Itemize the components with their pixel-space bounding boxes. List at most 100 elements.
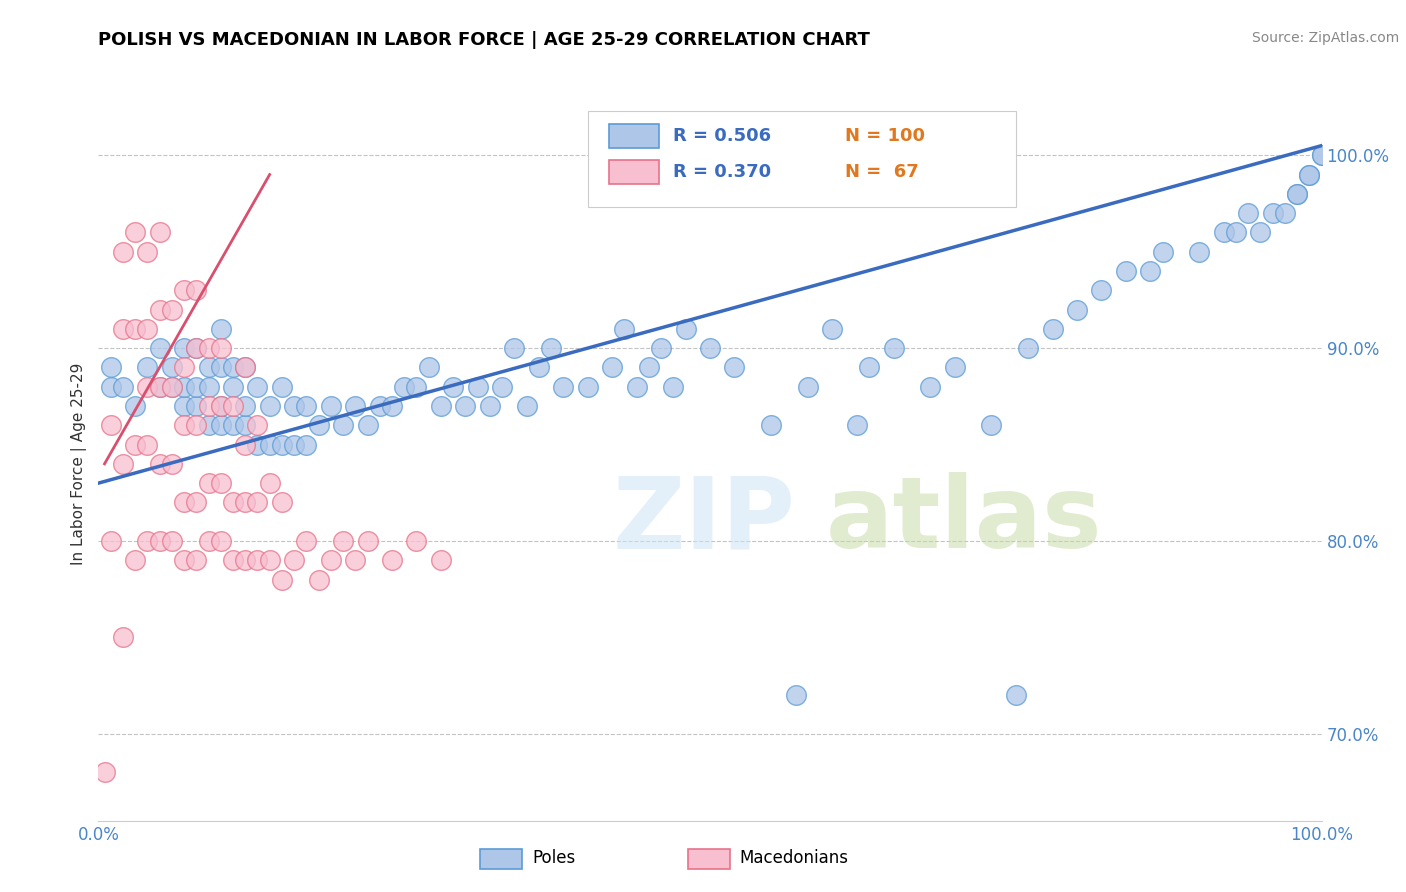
Point <box>173 283 195 297</box>
Point <box>1225 226 1247 240</box>
Point <box>149 457 172 471</box>
Point <box>1249 226 1271 240</box>
Point <box>1212 226 1234 240</box>
Point <box>173 553 195 567</box>
Point <box>356 418 378 433</box>
FancyBboxPatch shape <box>588 111 1015 207</box>
Point <box>100 418 122 433</box>
Point <box>1188 244 1211 259</box>
Point <box>319 399 342 413</box>
Point <box>233 399 256 413</box>
FancyBboxPatch shape <box>609 160 658 184</box>
Point <box>222 380 245 394</box>
Point <box>209 476 232 491</box>
Point <box>478 399 501 413</box>
Point <box>222 553 245 567</box>
Point <box>136 244 159 259</box>
Point <box>100 380 122 394</box>
Point <box>160 457 183 471</box>
Point <box>186 418 208 433</box>
Point <box>136 533 159 548</box>
Point <box>259 476 281 491</box>
Point <box>186 553 208 567</box>
Point <box>173 380 195 394</box>
Point <box>1017 341 1039 355</box>
Point <box>259 553 281 567</box>
Point <box>405 380 427 394</box>
Point <box>259 437 281 451</box>
Point <box>149 533 172 548</box>
Point <box>295 533 318 548</box>
Point <box>233 495 256 509</box>
Point <box>845 418 868 433</box>
Point <box>246 380 269 394</box>
Point <box>600 360 623 375</box>
Text: R = 0.506: R = 0.506 <box>673 127 772 145</box>
Point <box>197 533 219 548</box>
Point <box>491 380 513 394</box>
Point <box>197 360 219 375</box>
Point <box>308 573 330 587</box>
Point <box>295 437 318 451</box>
Point <box>368 399 391 413</box>
Point <box>246 495 269 509</box>
Point <box>136 380 159 394</box>
Point <box>295 399 318 413</box>
Point <box>100 533 122 548</box>
Point <box>980 418 1002 433</box>
Point <box>149 380 172 394</box>
Point <box>186 399 208 413</box>
Point <box>1139 264 1161 278</box>
Point <box>209 533 232 548</box>
Point <box>149 226 172 240</box>
Point <box>675 322 697 336</box>
Point <box>124 226 146 240</box>
Point <box>186 283 208 297</box>
Point <box>160 380 183 394</box>
Point <box>381 553 404 567</box>
Point <box>233 437 256 451</box>
Point <box>246 553 269 567</box>
Point <box>222 399 245 413</box>
Point <box>197 380 219 394</box>
Point <box>1298 168 1320 182</box>
Text: POLISH VS MACEDONIAN IN LABOR FORCE | AGE 25-29 CORRELATION CHART: POLISH VS MACEDONIAN IN LABOR FORCE | AG… <box>98 31 870 49</box>
Point <box>233 360 256 375</box>
Point <box>149 380 172 394</box>
Point <box>186 380 208 394</box>
Point <box>1004 688 1026 702</box>
Point <box>797 380 820 394</box>
Point <box>1310 148 1333 162</box>
Point <box>344 553 367 567</box>
Point <box>111 380 134 394</box>
Point <box>124 322 146 336</box>
Point <box>613 322 636 336</box>
Point <box>405 533 427 548</box>
Point <box>319 553 342 567</box>
Point <box>173 341 195 355</box>
Point <box>381 399 404 413</box>
Point <box>283 399 305 413</box>
Point <box>149 302 172 317</box>
Point <box>270 380 294 394</box>
Text: Poles: Poles <box>533 849 576 867</box>
Point <box>1152 244 1174 259</box>
Point <box>270 437 294 451</box>
Point <box>233 360 256 375</box>
Point <box>441 380 464 394</box>
Point <box>111 457 134 471</box>
Point <box>100 360 122 375</box>
Point <box>1286 186 1309 201</box>
Point <box>553 380 575 394</box>
Point <box>186 495 208 509</box>
Point <box>821 322 844 336</box>
Point <box>1274 206 1296 220</box>
Point <box>699 341 721 355</box>
Point <box>111 244 134 259</box>
Point <box>723 360 745 375</box>
Y-axis label: In Labor Force | Age 25-29: In Labor Force | Age 25-29 <box>72 363 87 565</box>
Point <box>650 341 672 355</box>
Point <box>160 360 183 375</box>
Point <box>858 360 880 375</box>
Point <box>233 418 256 433</box>
